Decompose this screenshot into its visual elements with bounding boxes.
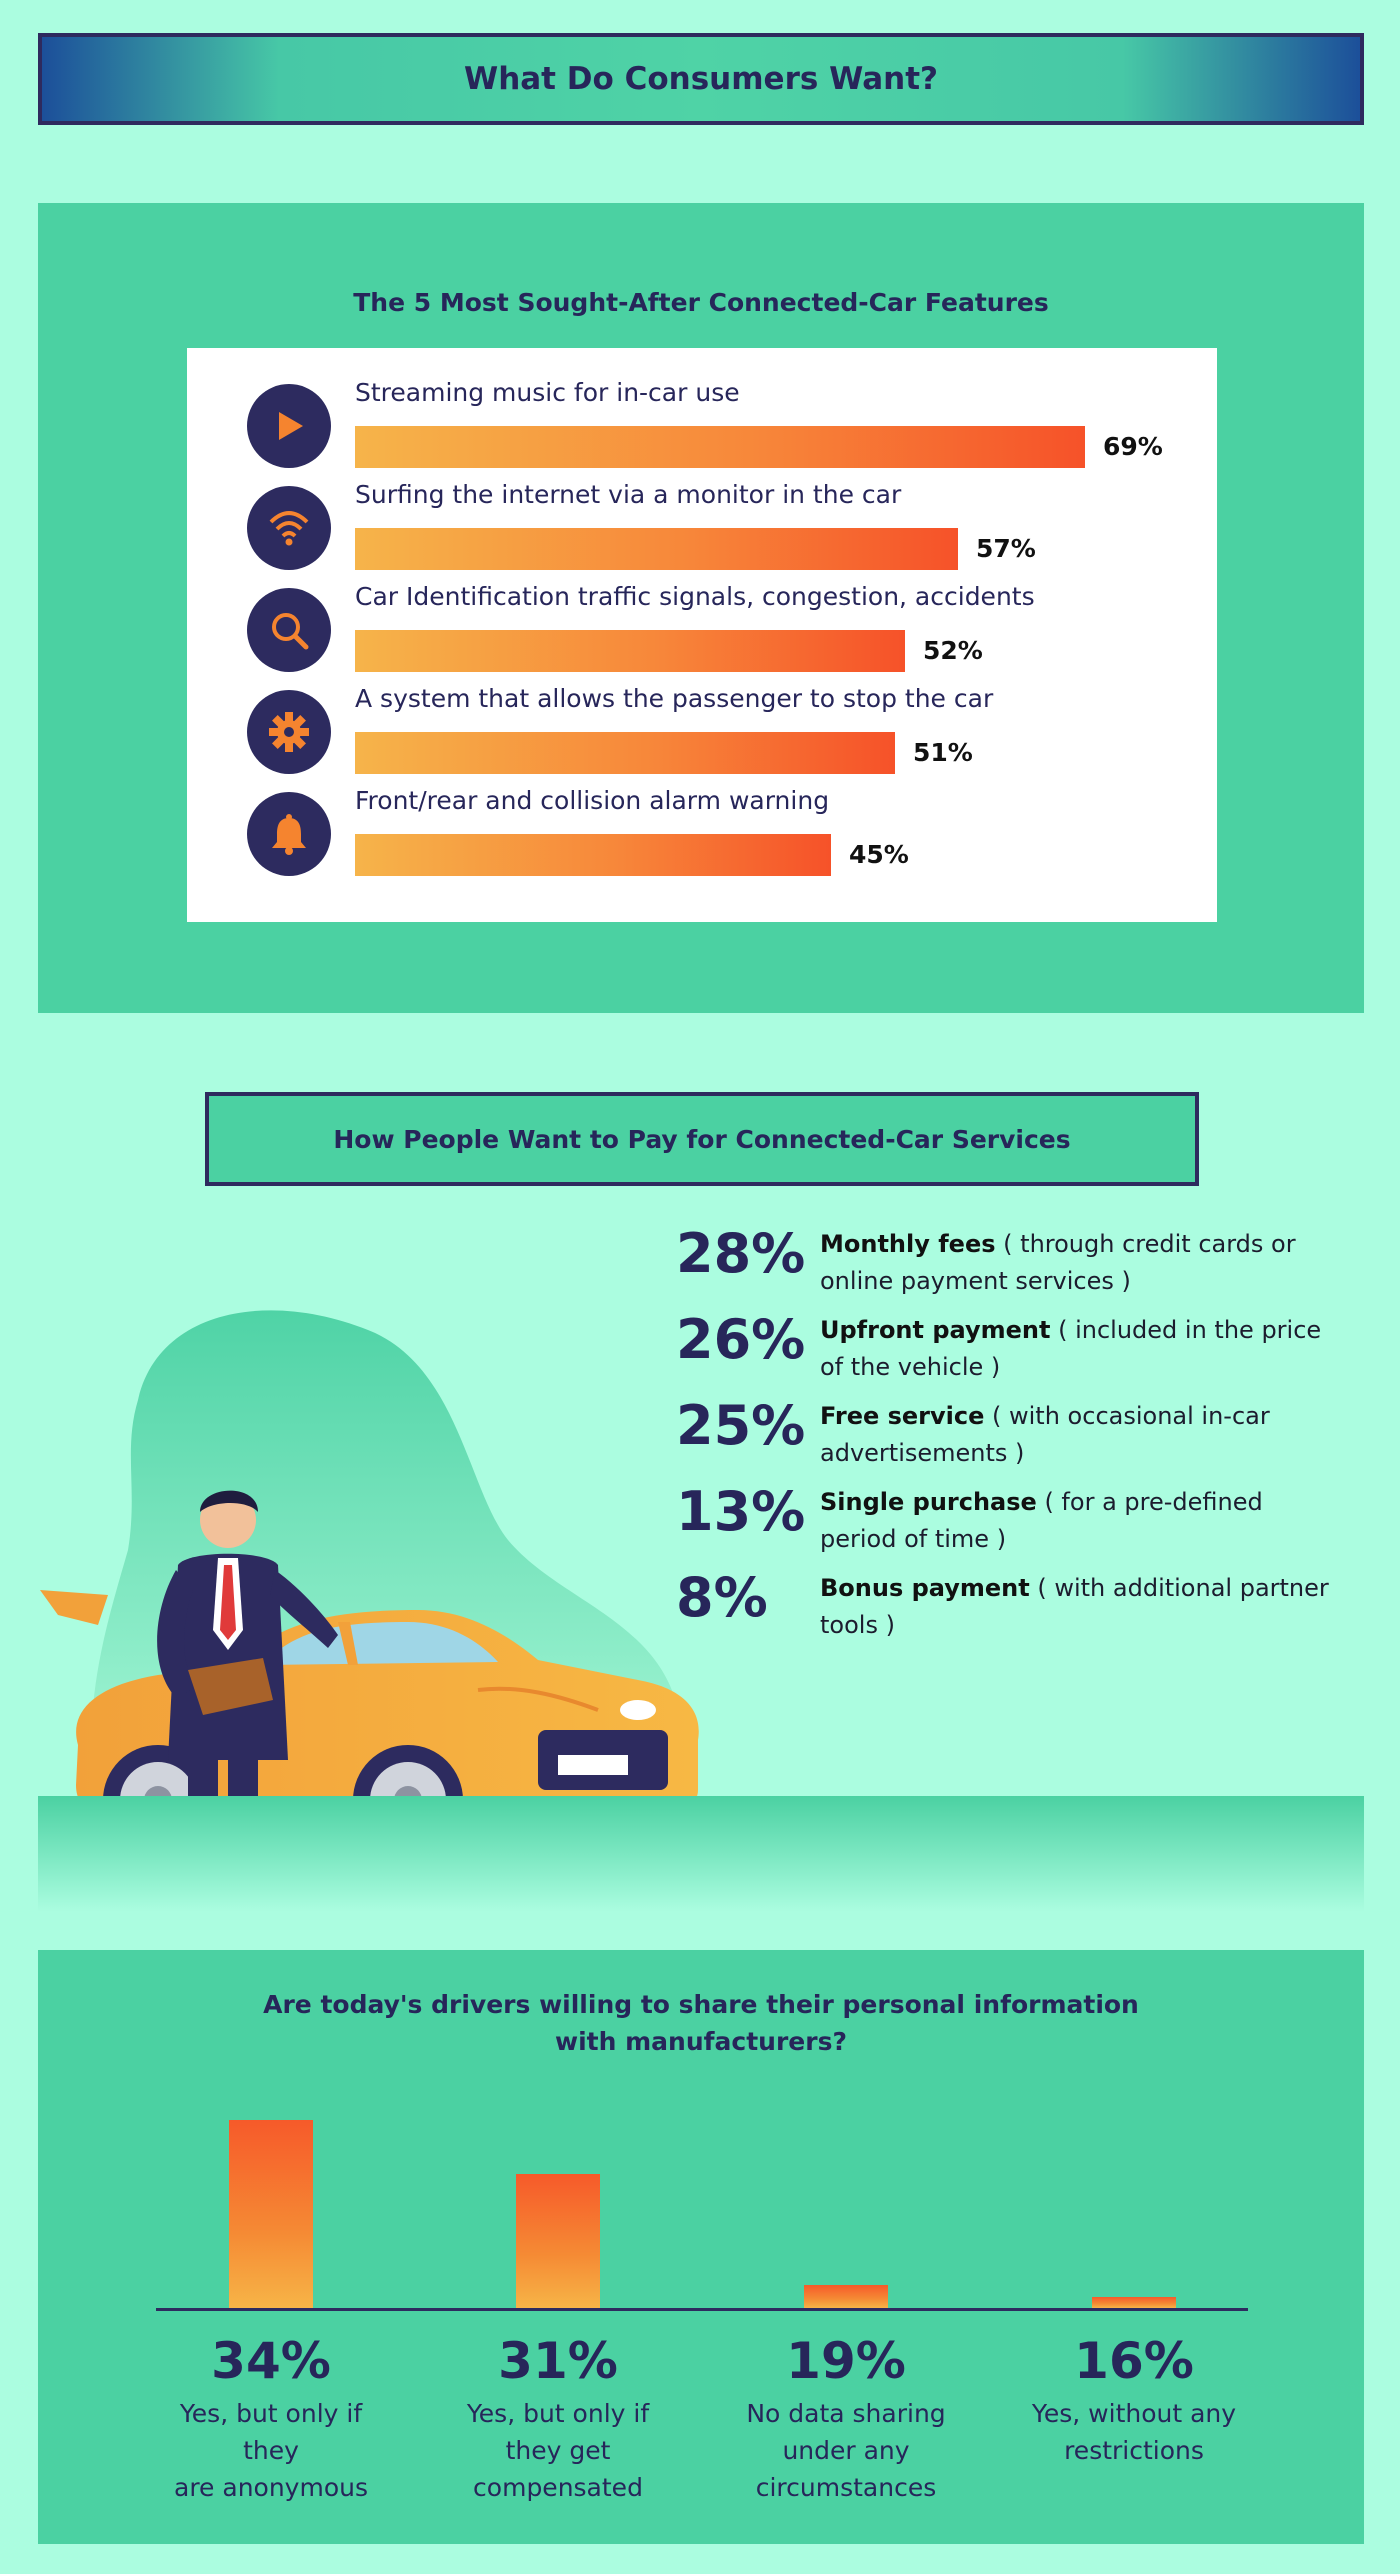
feature-value-label: 51%	[913, 738, 973, 767]
wifi-icon	[247, 486, 331, 570]
feature-bar	[355, 426, 1085, 468]
payment-method-detail: ( with occasional in-car advertisements …	[820, 1402, 1270, 1467]
sharing-value-label: 31%	[498, 2332, 618, 2390]
payment-method-name: Single purchase	[820, 1488, 1037, 1516]
sharing-baseline	[156, 2308, 1248, 2311]
payment-percent: 13%	[676, 1480, 806, 1543]
sharing-bar	[516, 2174, 600, 2308]
feature-value-label: 52%	[923, 636, 983, 665]
bell-icon	[247, 792, 331, 876]
feature-bar	[355, 528, 958, 570]
sharing-title: Are today's drivers willing to share the…	[38, 1986, 1364, 2060]
sharing-category-label: No data sharing under any circumstances	[746, 2399, 946, 2502]
sharing-value-label: 19%	[786, 2332, 906, 2390]
payment-description: Upfront payment ( included in the price …	[820, 1312, 1330, 1386]
payment-percent: 8%	[676, 1566, 768, 1629]
payment-method-name: Bonus payment	[820, 1574, 1030, 1602]
sharing-title-line-2: with manufacturers?	[555, 2027, 847, 2056]
feature-bar	[355, 732, 895, 774]
sharing-category-label: Yes, without any restrictions	[1031, 2399, 1237, 2465]
play-icon	[247, 384, 331, 468]
payment-description: Free service ( with occasional in-car ad…	[820, 1398, 1330, 1472]
feature-value-label: 45%	[849, 840, 909, 869]
payment-description: Monthly fees ( through credit cards or o…	[820, 1226, 1330, 1300]
features-title: The 5 Most Sought-After Connected-Car Fe…	[353, 288, 1049, 317]
feature-label: A system that allows the passenger to st…	[355, 684, 994, 713]
sharing-bar	[1092, 2297, 1176, 2308]
page-title: What Do Consumers Want?	[464, 61, 938, 97]
payment-title: How People Want to Pay for Connected-Car…	[333, 1124, 1071, 1154]
search-icon	[247, 588, 331, 672]
payment-method-detail: ( included in the price of the vehicle )	[820, 1316, 1322, 1381]
header-banner: What Do Consumers Want?	[38, 33, 1364, 125]
sharing-category-label: Yes, but only if they get compensated	[466, 2399, 650, 2502]
payment-percent: 25%	[676, 1394, 806, 1457]
gear-icon	[247, 690, 331, 774]
payment-method-detail: ( through credit cards or online payment…	[820, 1230, 1296, 1295]
payment-title-box: How People Want to Pay for Connected-Car…	[205, 1092, 1199, 1186]
payment-method-name: Free service	[820, 1402, 985, 1430]
payment-percent: 28%	[676, 1222, 806, 1285]
sharing-category-label: Yes, but only if they are anonymous	[174, 2399, 368, 2502]
feature-value-label: 69%	[1103, 432, 1163, 461]
feature-label: Surfing the internet via a monitor in th…	[355, 480, 902, 509]
payment-method-detail: ( with additional partner tools )	[820, 1574, 1329, 1639]
ground-strip	[38, 1796, 1364, 1912]
sharing-bar	[804, 2285, 888, 2308]
feature-bar	[355, 834, 831, 876]
sharing-bar	[229, 2120, 313, 2308]
feature-label: Streaming music for in-car use	[355, 378, 740, 407]
sharing-value-label: 16%	[1074, 2332, 1194, 2390]
payment-description: Single purchase ( for a pre-defined peri…	[820, 1484, 1330, 1558]
payment-method-name: Monthly fees	[820, 1230, 996, 1258]
feature-label: Front/rear and collision alarm warning	[355, 786, 830, 815]
feature-bar	[355, 630, 905, 672]
sharing-title-line-1: Are today's drivers willing to share the…	[263, 1990, 1139, 2019]
sharing-value-label: 34%	[211, 2332, 331, 2390]
payment-method-detail: ( for a pre-defined period of time )	[820, 1488, 1263, 1553]
payment-method-name: Upfront payment	[820, 1316, 1051, 1344]
payment-percent: 26%	[676, 1308, 806, 1371]
payment-description: Bonus payment ( with additional partner …	[820, 1570, 1330, 1644]
feature-label: Car Identification traffic signals, cong…	[355, 582, 1035, 611]
feature-value-label: 57%	[976, 534, 1036, 563]
